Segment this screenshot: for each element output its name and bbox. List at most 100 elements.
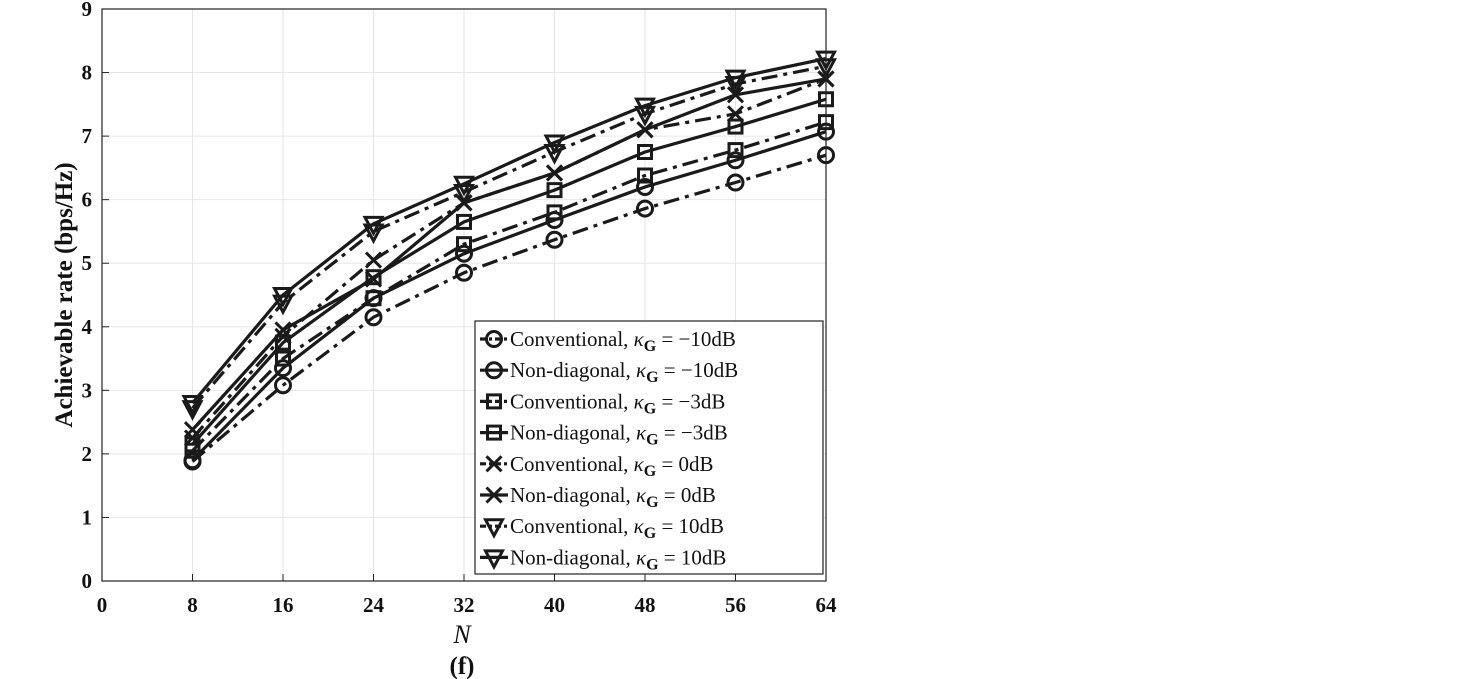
y-tick-label-7: 7 (82, 124, 93, 148)
series-6-point (636, 121, 654, 139)
series-7-point (634, 105, 656, 127)
legend-item-7: Conventional, κG = 10dB (480, 514, 724, 542)
x-tick-label-64: 64 (816, 593, 838, 617)
y-tick-label-0: 0 (82, 569, 93, 593)
series-3-point (637, 167, 653, 184)
legend-kappa-value: = 0dB (659, 483, 716, 507)
axes (101, 8, 827, 582)
legend-label: Non-diagonal, κG = −10dB (510, 358, 738, 386)
series-3-point (456, 236, 472, 253)
legend-item-5: Conventional, κG = 0dB (480, 452, 714, 480)
legend-label-prefix: Non-diagonal, (510, 483, 636, 507)
legend-kappa-value: = −10dB (656, 327, 736, 351)
legend-kappa-subscript: G (644, 400, 657, 417)
x-tick-label-32: 32 (454, 593, 475, 617)
legend-marker (485, 455, 503, 473)
x-tick-label-40: 40 (544, 593, 565, 617)
x-tick-label-0: 0 (97, 593, 108, 617)
series-line-1 (191, 153, 827, 463)
legend-label: Conventional, κG = −10dB (510, 327, 736, 355)
x-tick-label-16: 16 (273, 593, 294, 617)
legend-kappa-symbol: κ (634, 389, 645, 413)
y-tick-label-6: 6 (82, 188, 93, 212)
legend-marker (485, 486, 503, 504)
legend-label-prefix: Conventional, (510, 452, 634, 476)
legend-marker (483, 549, 505, 571)
legend-item-8: Non-diagonal, κG = 10dB (480, 545, 726, 573)
panel-label: (f) (450, 653, 475, 679)
series-8-point (181, 395, 204, 416)
legend-kappa-symbol: κ (636, 358, 647, 382)
legend-marker (486, 424, 502, 441)
series-5-point (726, 105, 745, 123)
series-7-point (453, 184, 475, 205)
legend-kappa-subscript: G (644, 338, 657, 355)
x-axis-label: N (452, 620, 472, 649)
legend-marker (485, 330, 503, 348)
series-6-point (183, 421, 202, 439)
series-8-point (543, 134, 566, 156)
legend-kappa-subscript: G (646, 369, 659, 386)
legend-label-prefix: Conventional, (510, 514, 634, 538)
series-7-point (543, 144, 566, 165)
series-4-point (727, 118, 744, 135)
series-6-point (545, 164, 564, 182)
x-tick-label-48: 48 (635, 593, 656, 617)
series-8-point (724, 69, 747, 91)
legend-kappa-symbol: κ (636, 545, 647, 569)
legend-label-prefix: Non-diagonal, (510, 358, 636, 382)
series-8 (181, 50, 837, 416)
series-6-point (364, 270, 383, 288)
series-group (181, 50, 837, 471)
legend-kappa-subscript: G (644, 525, 657, 542)
series-4-point (637, 144, 653, 160)
y-tick-label-5: 5 (82, 251, 93, 275)
legend-label: Conventional, κG = 10dB (510, 514, 724, 542)
series-4-point (546, 182, 563, 199)
legend-item-6: Non-diagonal, κG = 0dB (480, 483, 716, 511)
legend-kappa-subscript: G (646, 494, 659, 511)
series-8-point (634, 97, 656, 119)
series-line-8 (191, 57, 827, 405)
legend-kappa-value: = −3dB (659, 421, 728, 445)
legend-kappa-symbol: κ (634, 514, 645, 538)
legend-kappa-symbol: κ (636, 421, 647, 445)
y-tick-label-9: 9 (82, 0, 93, 21)
legend-label-prefix: Non-diagonal, (510, 545, 636, 569)
legend-kappa-value: = −3dB (656, 389, 725, 413)
legend-kappa-symbol: κ (634, 327, 645, 351)
series-line-4 (191, 97, 827, 446)
series-3-point (546, 204, 563, 221)
legend-kappa-subscript: G (644, 463, 657, 480)
series-1-point (274, 376, 292, 395)
legend-label-prefix: Non-diagonal, (510, 421, 636, 445)
legend-kappa-value: = 0dB (656, 452, 713, 476)
legend-marker (485, 361, 503, 380)
series-6-point (274, 321, 292, 339)
legend-label: Conventional, κG = −3dB (510, 389, 725, 417)
legend-kappa-subscript: G (646, 556, 659, 573)
legend-label-prefix: Conventional, (510, 327, 634, 351)
series-1-point (455, 263, 473, 282)
series-4-point (456, 213, 472, 230)
x-tick-label-24: 24 (363, 593, 385, 617)
series-1-point (726, 173, 745, 192)
series-line-6 (191, 77, 827, 431)
legend-kappa-symbol: κ (636, 483, 647, 507)
series-2-point (183, 451, 202, 470)
y-tick-label-8: 8 (82, 61, 93, 85)
legend-kappa-symbol: κ (634, 452, 645, 476)
legend-label: Non-diagonal, κG = −3dB (510, 421, 728, 449)
legend-marker (486, 393, 502, 410)
y-tick-label-1: 1 (82, 505, 93, 529)
series-line-2 (191, 130, 827, 462)
legend-item-2: Non-diagonal, κG = −10dB (480, 358, 738, 386)
y-tick-label-2: 2 (82, 442, 93, 466)
y-axis-label: Achievable rate (bps/Hz) (51, 162, 78, 427)
series-2-point (636, 177, 654, 196)
legend-marker (483, 518, 505, 539)
legend-label: Conventional, κG = 0dB (510, 452, 714, 480)
